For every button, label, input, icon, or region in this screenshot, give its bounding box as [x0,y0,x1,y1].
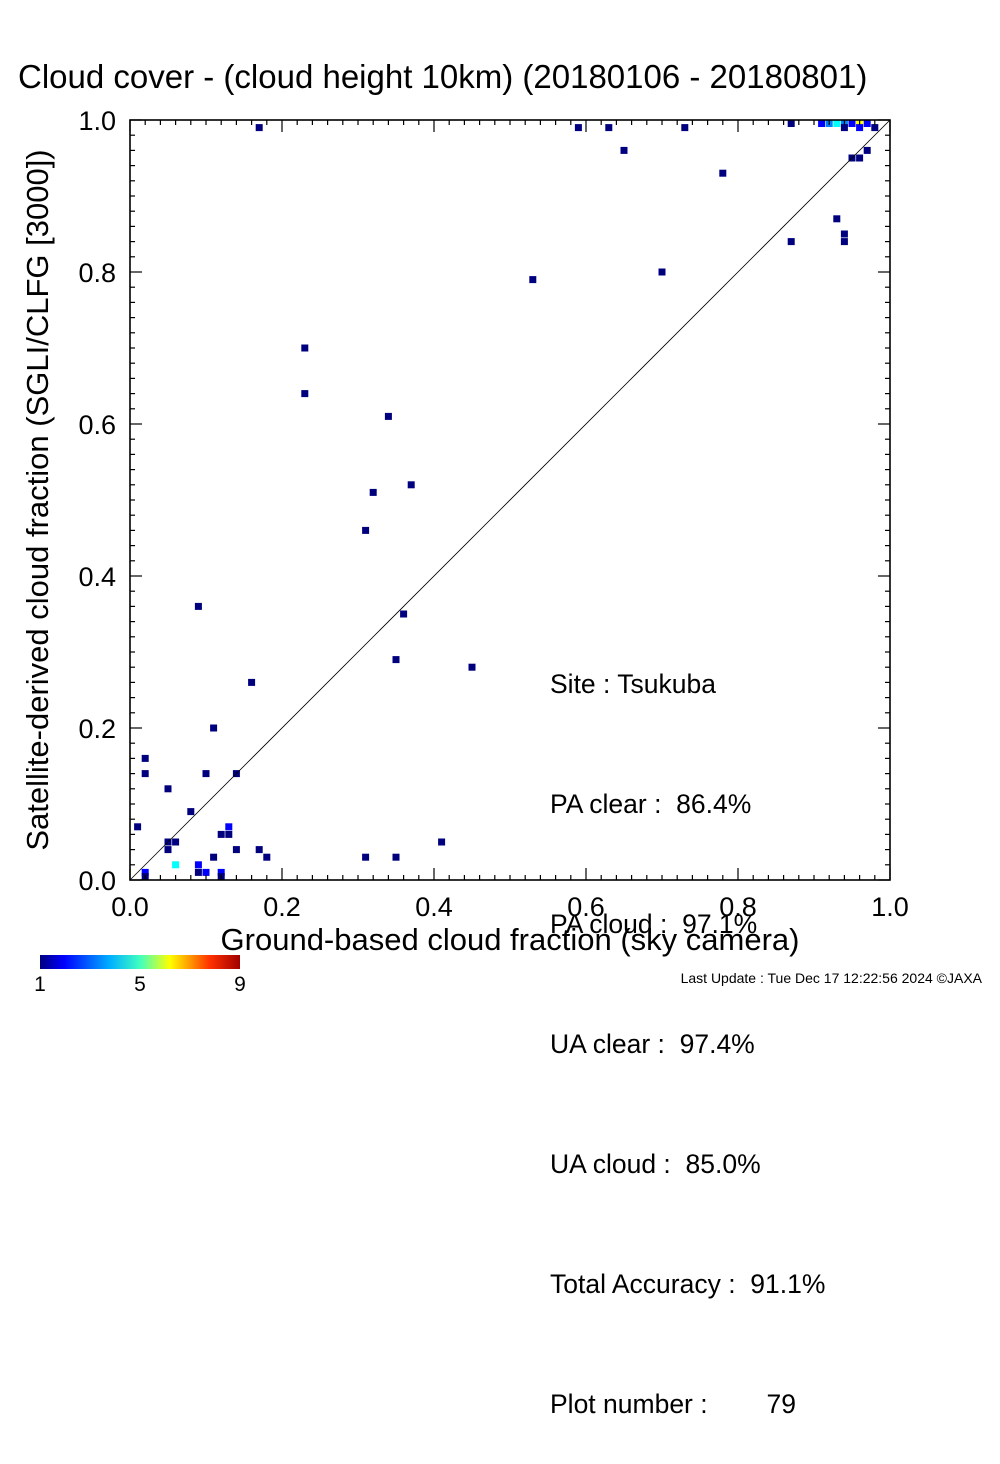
x-tick-label: 0.6 [567,892,605,922]
data-point [384,412,392,420]
y-tick-label: 1.0 [78,106,116,136]
data-point [263,853,271,861]
data-point [210,724,218,732]
data-point [255,846,263,854]
data-point [301,390,309,398]
data-point [438,838,446,846]
x-tick-label: 1.0 [871,892,909,922]
x-tick-label: 0.8 [719,892,757,922]
y-tick-label: 0.8 [78,258,116,288]
data-point [172,861,180,869]
data-point [392,656,400,664]
data-point [871,124,879,132]
data-point [848,120,856,127]
data-point [141,754,149,762]
x-tick-label: 0.4 [415,892,453,922]
x-tick-label: 0.0 [111,892,149,922]
data-point [840,230,848,238]
scatter-chart: 0.0 0.2 0.4 0.6 0.8 1.0 0.0 0.2 0.4 0.6 0.8 1.0 [40,106,909,969]
y-tick-label: 0.0 [78,866,116,896]
data-point [369,488,377,496]
data-point [407,481,415,489]
data-point [194,868,202,876]
axis-ticks [129,119,891,881]
data-point [362,526,370,534]
stat-ua-cloud: UA cloud : 85.0% [550,1149,761,1179]
data-point [840,238,848,246]
data-point [529,276,537,284]
data-point [134,823,142,831]
data-point [164,846,172,854]
data-point [164,785,172,793]
colorbar-label-min: 1 [34,973,46,996]
y-axis-label: Satellite-derived cloud fraction (SGLI/C… [20,149,55,851]
data-point [620,146,628,154]
data-point [468,663,476,671]
data-point [141,770,149,778]
data-point [301,344,309,352]
data-point [194,602,202,610]
data-point [833,120,841,127]
data-point [225,823,233,831]
data-point [232,846,240,854]
colorbar-label-mid: 5 [134,973,146,996]
stat-total-accuracy: Total Accuracy : 91.1% [550,1269,826,1299]
data-point [255,124,263,132]
stat-plot-number: Plot number : 79 [550,1389,796,1419]
data-point [787,238,795,246]
stat-pa-cloud: PA cloud : 97.1% [550,909,758,939]
stats-panel: Site : Tsukuba PA clear : 86.4% PA cloud… [550,584,825,1464]
colorbar-label-max: 9 [234,973,246,996]
data-point [187,808,195,816]
data-point [856,124,864,132]
data-point [202,770,210,778]
data-point [658,268,666,276]
data-point [818,120,826,127]
data-point [681,124,689,132]
chart-title: Cloud cover - (cloud height 10km) (20180… [18,58,868,95]
footer-last-update: Last Update : Tue Dec 17 12:22:56 2024 ©… [680,970,982,986]
data-point [787,120,795,127]
data-point [863,146,871,154]
data-point [248,678,256,686]
stat-pa-clear: PA clear : 86.4% [550,789,752,819]
data-point [605,124,613,132]
data-point [574,124,582,132]
data-point [225,830,233,838]
data-point [217,830,225,838]
stat-site: Site : Tsukuba [550,669,716,699]
data-point [856,154,864,162]
axis-tick-labels: 0.0 0.2 0.4 0.6 0.8 1.0 0.0 0.2 0.4 0.6 0.8 1.0 [78,106,908,922]
data-point [840,124,848,132]
one-to-one-line [129,119,891,881]
x-axis-label: Ground-based cloud fraction (sky camera) [220,922,800,957]
data-point [210,853,218,861]
stat-ua-clear: UA clear : 97.4% [550,1029,755,1059]
data-point [217,868,225,876]
data-point [833,215,841,223]
data-point [400,610,408,618]
data-point [392,853,400,861]
y-tick-label: 0.4 [78,562,116,592]
data-point [719,169,727,177]
data-point [202,868,210,876]
data-point [141,868,149,876]
data-point [172,838,180,846]
y-tick-label: 0.6 [78,410,116,440]
data-point [194,861,202,869]
colorbar [40,955,240,969]
y-tick-label: 0.2 [78,714,116,744]
x-tick-label: 0.2 [263,892,301,922]
data-point [362,853,370,861]
data-point [863,120,871,127]
